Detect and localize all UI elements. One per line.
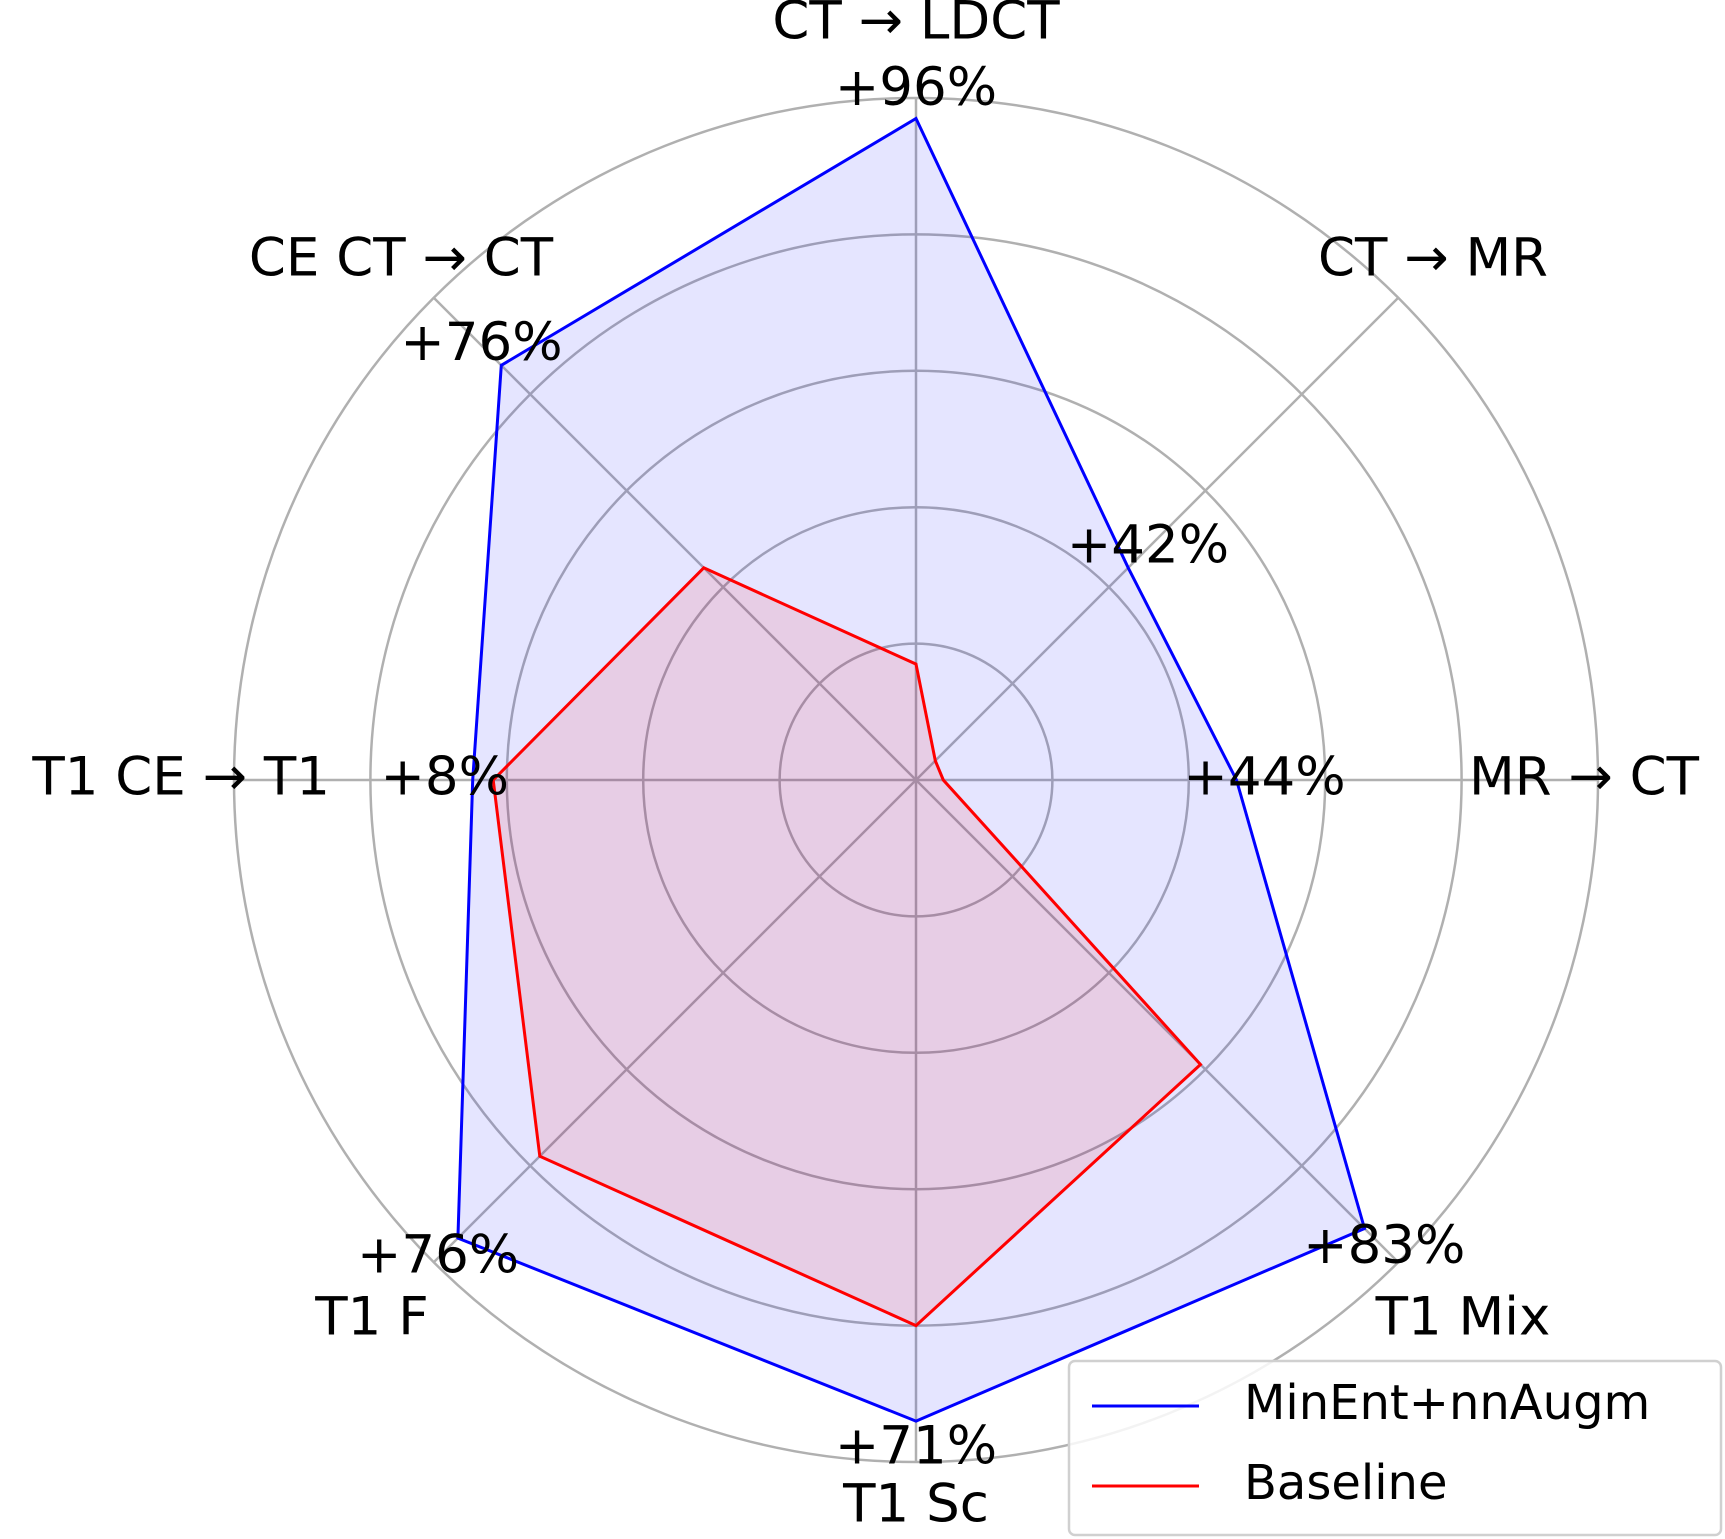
axis-label: CT → LDCT	[772, 0, 1060, 52]
annotation: +83%	[1303, 1215, 1465, 1276]
annotation: +42%	[1067, 515, 1229, 576]
annotation: +71%	[835, 1416, 997, 1477]
legend-box	[1067, 1359, 1723, 1537]
axis-label: T1 Sc	[842, 1474, 989, 1535]
annotation: +8%	[380, 747, 509, 808]
axis-label: CT → MR	[1318, 228, 1548, 289]
annotation: +44%	[1183, 747, 1345, 808]
series-area	[493, 567, 1201, 1326]
grid-spoke	[915, 779, 1400, 1264]
axis-label: CE CT → CT	[249, 228, 554, 289]
series-area	[457, 118, 1365, 1422]
legend-label: Baseline	[1244, 1455, 1448, 1511]
annotation: +76%	[357, 1225, 519, 1286]
grid-spoke	[915, 296, 1400, 781]
series-line	[491, 566, 1203, 1328]
grid-spoke	[432, 779, 917, 1264]
grid-spoke	[432, 296, 917, 781]
legend-label: MinEnt+nnAugm	[1244, 1375, 1650, 1431]
axis-label: MR → CT	[1469, 747, 1700, 808]
axis-label: T1 CE → T1	[31, 747, 330, 808]
series-line	[456, 116, 1367, 1423]
annotation: +96%	[835, 57, 997, 118]
axis-label: T1 Mix	[1375, 1287, 1551, 1348]
annotation: +76%	[400, 312, 562, 373]
legend: MinEnt+nnAugm Baseline	[1067, 1359, 1723, 1537]
axis-label: T1 F	[314, 1287, 428, 1348]
